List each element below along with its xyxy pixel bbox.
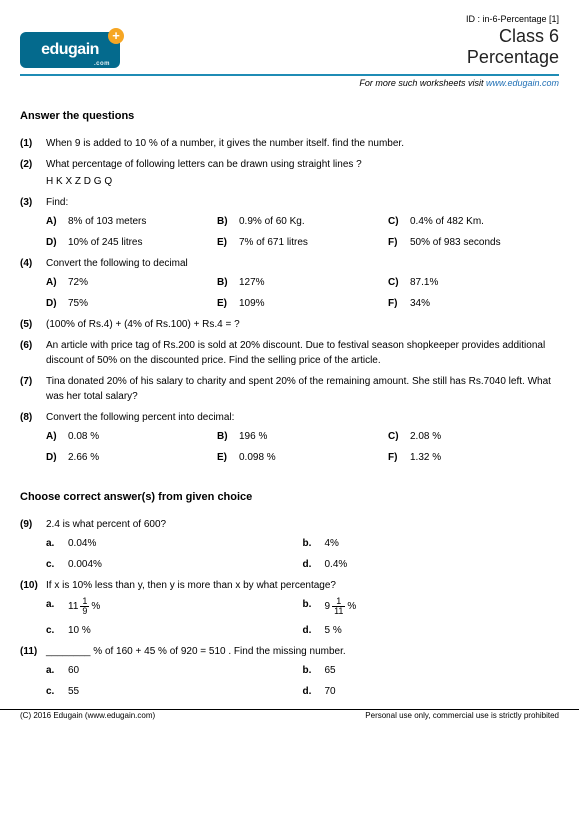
section-answer: Answer the questions — [20, 110, 559, 122]
question-text: An article with price tag of Rs.200 is s… — [46, 338, 559, 368]
question-number: (1) — [20, 136, 46, 151]
question-number: (7) — [20, 374, 46, 404]
option-e: E)109% — [217, 296, 388, 311]
question-text: Convert the following to decimal — [46, 256, 559, 271]
section-choose: Choose correct answer(s) from given choi… — [20, 491, 559, 503]
question-text: If x is 10% less than y, then y is more … — [46, 578, 559, 593]
class-label: Class 6 — [467, 26, 559, 47]
question-9: (9) 2.4 is what percent of 600? a.0.04% … — [20, 517, 559, 572]
question-4: (4) Convert the following to decimal A)7… — [20, 256, 559, 311]
question-10: (10) If x is 10% less than y, then y is … — [20, 578, 559, 638]
question-8: (8) Convert the following percent into d… — [20, 410, 559, 465]
credit-line: For more such worksheets visit www.eduga… — [20, 78, 559, 88]
option-b: B)0.9% of 60 Kg. — [217, 214, 388, 229]
question-text: Find: — [46, 195, 559, 210]
choice-d: d.0.4% — [303, 557, 560, 572]
question-subtext: H K X Z D G Q — [46, 174, 559, 189]
question-7: (7) Tina donated 20% of his salary to ch… — [20, 374, 559, 404]
worksheet-id: ID : in-6-Percentage [1] — [20, 14, 559, 24]
option-d: D)75% — [46, 296, 217, 311]
header: edugain + .com Class 6 Percentage — [20, 26, 559, 68]
footer-disclaimer: Personal use only, commercial use is str… — [365, 711, 559, 720]
footer-copyright: (C) 2016 Edugain (www.edugain.com) — [20, 711, 155, 720]
choice-c: c.10 % — [46, 623, 303, 638]
option-a: A)0.08 % — [46, 429, 217, 444]
option-b: B)127% — [217, 275, 388, 290]
choice-b: b. 9111 % — [303, 597, 560, 617]
choice-c: c.0.004% — [46, 557, 303, 572]
title-block: Class 6 Percentage — [467, 26, 559, 68]
choice-c: c.55 — [46, 684, 303, 699]
plus-icon: + — [108, 28, 124, 44]
question-text: Convert the following percent into decim… — [46, 410, 559, 425]
question-number: (6) — [20, 338, 46, 368]
question-number: (10) — [20, 578, 46, 638]
question-text: When 9 is added to 10 % of a number, it … — [46, 136, 559, 151]
option-c: C)0.4% of 482 Km. — [388, 214, 559, 229]
option-a: A)8% of 103 meters — [46, 214, 217, 229]
option-e: E)7% of 671 litres — [217, 235, 388, 250]
choice-a: a.0.04% — [46, 536, 303, 551]
option-c: C)87.1% — [388, 275, 559, 290]
choice-d: d.5 % — [303, 623, 560, 638]
logo-text: edugain — [41, 41, 99, 59]
option-f: F)50% of 983 seconds — [388, 235, 559, 250]
option-f: F)1.32 % — [388, 450, 559, 465]
page: ID : in-6-Percentage [1] edugain + .com … — [0, 0, 579, 699]
question-number: (4) — [20, 256, 46, 311]
question-6: (6) An article with price tag of Rs.200 … — [20, 338, 559, 368]
option-d: D)10% of 245 litres — [46, 235, 217, 250]
question-text: 2.4 is what percent of 600? — [46, 517, 559, 532]
choice-a: a. 1119 % — [46, 597, 303, 617]
choice-b: b.65 — [303, 663, 560, 678]
question-number: (3) — [20, 195, 46, 250]
question-text: What percentage of following letters can… — [46, 157, 559, 172]
question-number: (11) — [20, 644, 46, 699]
question-number: (8) — [20, 410, 46, 465]
question-text: ________ % of 160 + 45 % of 920 = 510 . … — [46, 644, 559, 659]
question-3: (3) Find: A)8% of 103 meters B)0.9% of 6… — [20, 195, 559, 250]
choice-d: d.70 — [303, 684, 560, 699]
option-f: F)34% — [388, 296, 559, 311]
option-e: E)0.098 % — [217, 450, 388, 465]
question-number: (2) — [20, 157, 46, 189]
question-text: Tina donated 20% of his salary to charit… — [46, 374, 559, 404]
question-number: (5) — [20, 317, 46, 332]
question-5: (5) (100% of Rs.4) + (4% of Rs.100) + Rs… — [20, 317, 559, 332]
question-text: (100% of Rs.4) + (4% of Rs.100) + Rs.4 =… — [46, 317, 559, 332]
question-number: (9) — [20, 517, 46, 572]
header-divider — [20, 74, 559, 76]
logo-subtext: .com — [94, 61, 110, 67]
choice-a: a.60 — [46, 663, 303, 678]
option-c: C)2.08 % — [388, 429, 559, 444]
topic-label: Percentage — [467, 47, 559, 68]
question-1: (1) When 9 is added to 10 % of a number,… — [20, 136, 559, 151]
credit-link[interactable]: www.edugain.com — [486, 78, 559, 88]
option-a: A)72% — [46, 275, 217, 290]
option-d: D)2.66 % — [46, 450, 217, 465]
logo: edugain + .com — [20, 32, 120, 68]
question-11: (11) ________ % of 160 + 45 % of 920 = 5… — [20, 644, 559, 699]
credit-prefix: For more such worksheets visit — [359, 78, 486, 88]
option-b: B)196 % — [217, 429, 388, 444]
footer: (C) 2016 Edugain (www.edugain.com) Perso… — [0, 709, 579, 726]
question-2: (2) What percentage of following letters… — [20, 157, 559, 189]
choice-b: b.4% — [303, 536, 560, 551]
